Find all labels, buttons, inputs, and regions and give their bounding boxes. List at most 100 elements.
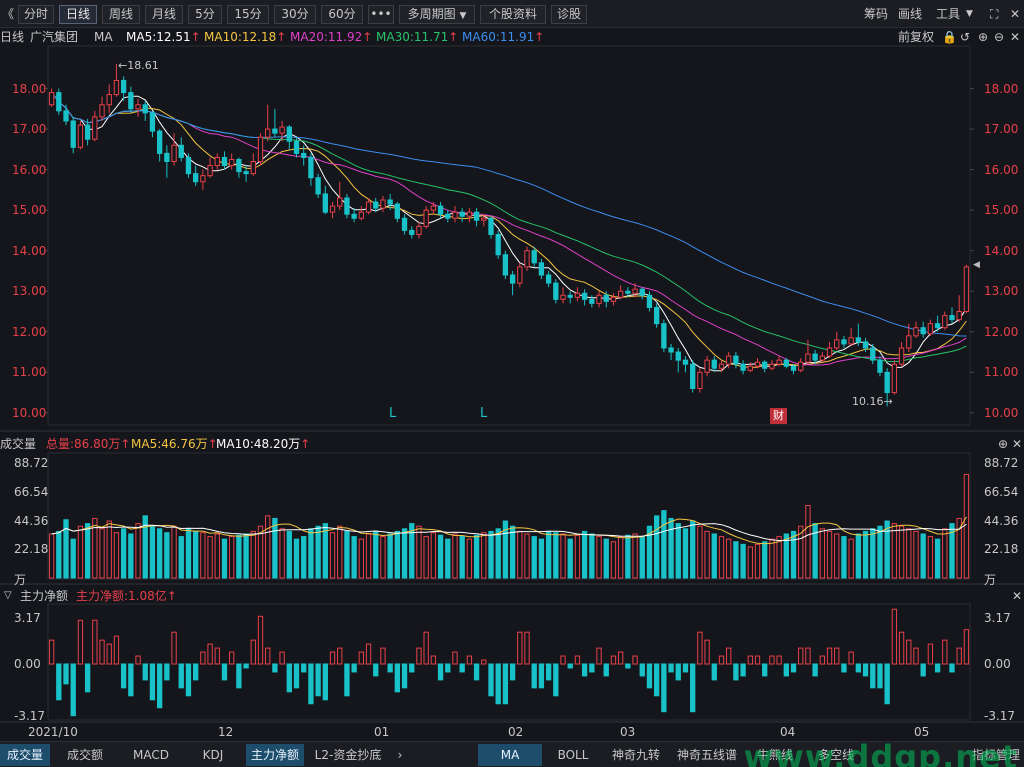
candle [690,360,696,393]
volume-ma5-line [51,516,967,545]
period-tab-daily[interactable]: 日线 [59,5,97,24]
tab-volume[interactable]: 成交量 [0,744,50,766]
more-button[interactable]: ••• [368,5,394,24]
stock-name[interactable]: 广汽集团 [30,30,79,44]
candle-body [84,124,91,140]
tab-magic-nine[interactable]: 神奇九转 [611,748,660,762]
chevron-right-icon[interactable]: › [397,748,403,762]
candle-body [48,92,55,106]
close-icon[interactable]: ✕ [1010,7,1021,21]
candle [214,153,220,170]
volume-bar [481,532,487,579]
period-tab-weekly[interactable]: 周线 [102,5,140,24]
volume-bar [466,538,473,579]
flow-bar [610,655,617,665]
volume-bar [740,543,746,579]
candle [884,368,890,407]
price-tick-label: 18.00 [984,81,1019,96]
tab-kdj[interactable]: KDJ [202,748,224,762]
tab-indicator-manage[interactable]: 指标管理 [971,748,1020,762]
period-tab-fenshi[interactable]: 分时 [18,5,54,24]
close-main-icon[interactable]: ✕ [1010,30,1021,44]
lock-icon[interactable]: 🔒 [942,30,957,44]
zoom-out-icon[interactable]: ⊖ [994,30,1005,44]
flow-bar [113,635,120,665]
candle-body [625,290,631,294]
volume-bar [301,536,307,579]
flow-bar [56,663,62,701]
flow-bar [589,663,595,673]
undo-icon[interactable]: ↺ [960,30,971,44]
period-tab-15min[interactable]: 15分 [227,5,269,24]
volume-bar [48,533,55,579]
event-marker-l[interactable]: L [389,406,397,421]
volume-bar [610,541,617,579]
zoom-in-icon[interactable]: ⊕ [978,30,989,44]
multi-period-button[interactable]: 多周期图 ▼ [399,5,475,24]
ma20-line [51,92,967,366]
chips-button[interactable]: 筹码 [864,7,889,21]
flow-bar [156,663,163,709]
period-tab-60min[interactable]: 60分 [321,5,363,24]
tab-ma[interactable]: MA [478,744,542,766]
candle [279,120,285,142]
period-tab-30min[interactable]: 30分 [274,5,316,24]
adjust-button[interactable]: 前复权 [898,30,935,44]
candle [430,202,437,215]
flow-bar [718,655,725,665]
candle-body [142,104,148,114]
diagnose-button[interactable]: 诊股 [551,5,587,24]
tab-turnover[interactable]: 成交额 [66,748,103,762]
tab-magic-five[interactable]: 神奇五线谱 [676,748,737,762]
indicator-name[interactable]: MA [94,30,113,44]
volume-bar [214,533,220,579]
flow-bar [639,663,645,677]
tab-main-flow[interactable]: 主力净额 [246,744,304,766]
candle [106,84,112,113]
price-tick-label: 17.00 [12,122,47,137]
tab-macd[interactable]: MACD [133,748,169,762]
draw-line-button[interactable]: 画线 [898,7,923,21]
volume-settings-icon[interactable]: ⊕ [998,437,1009,451]
volume-bar [855,533,862,579]
volume-bar [502,520,509,579]
tools-button[interactable]: 工具 [936,7,961,21]
candle-body [682,359,689,365]
volume-bar [949,523,955,579]
candle-body [171,144,177,163]
volume-bar [250,530,256,579]
period-tab-5min[interactable]: 5分 [188,5,222,24]
period-tab-monthly[interactable]: 月线 [145,5,183,24]
flow-bar [553,663,559,697]
tab-l2-capital[interactable]: L2-资金抄底 [314,748,382,762]
volume-bar [128,533,134,579]
flow-close-icon[interactable]: ✕ [1012,589,1023,603]
candle [509,270,516,296]
volume-bar [531,536,537,579]
back-icon[interactable]: 《 [2,7,15,21]
tab-bull-bear[interactable]: 牛熊线 [756,748,793,762]
volume-bar [56,530,62,579]
event-marker-l[interactable]: L [480,406,488,421]
flow-bar [567,663,573,669]
flow-collapse-icon[interactable]: ▽ [4,590,12,601]
candle-body [207,165,213,177]
candle-body [387,199,393,205]
candle-body [798,361,804,371]
stock-info-button[interactable]: 个股资料 [480,5,546,24]
volume-close-icon[interactable]: ✕ [1012,437,1023,451]
candle [265,104,271,142]
finance-marker[interactable]: 财 [770,408,787,424]
kline-chart[interactable] [0,0,1024,741]
candle [553,279,559,304]
candle-body [646,294,653,308]
volume-bar [603,538,609,579]
flow-bar [200,651,206,665]
fullscreen-icon[interactable]: ⛶ [990,7,999,21]
flow-tick-label: 3.17 [984,611,1011,625]
tab-boll[interactable]: BOLL [557,748,589,762]
tab-long-short[interactable]: 多空线 [817,748,854,762]
panel-frame [47,603,971,721]
volume-bar [243,533,249,579]
candle-body [135,104,141,110]
